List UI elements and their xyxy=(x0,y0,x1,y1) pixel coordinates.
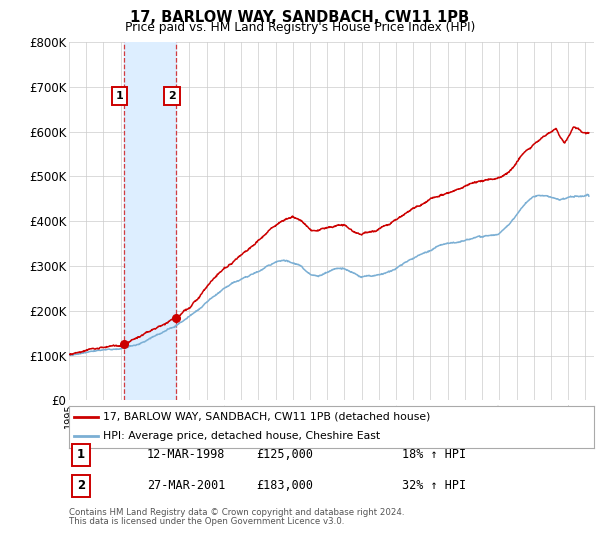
Text: 17, BARLOW WAY, SANDBACH, CW11 1PB: 17, BARLOW WAY, SANDBACH, CW11 1PB xyxy=(130,10,470,25)
Text: 17, BARLOW WAY, SANDBACH, CW11 1PB (detached house): 17, BARLOW WAY, SANDBACH, CW11 1PB (deta… xyxy=(103,412,431,422)
Text: 18% ↑ HPI: 18% ↑ HPI xyxy=(402,448,466,461)
Text: 27-MAR-2001: 27-MAR-2001 xyxy=(147,479,226,492)
Text: HPI: Average price, detached house, Cheshire East: HPI: Average price, detached house, Ches… xyxy=(103,431,380,441)
Text: £183,000: £183,000 xyxy=(257,479,314,492)
Text: 32% ↑ HPI: 32% ↑ HPI xyxy=(402,479,466,492)
Text: Contains HM Land Registry data © Crown copyright and database right 2024.: Contains HM Land Registry data © Crown c… xyxy=(69,508,404,517)
Text: 12-MAR-1998: 12-MAR-1998 xyxy=(147,448,226,461)
Text: 1: 1 xyxy=(116,91,124,101)
Text: 1: 1 xyxy=(77,448,85,461)
Text: 2: 2 xyxy=(77,479,85,492)
Text: 2: 2 xyxy=(168,91,176,101)
Text: £125,000: £125,000 xyxy=(257,448,314,461)
Text: This data is licensed under the Open Government Licence v3.0.: This data is licensed under the Open Gov… xyxy=(69,517,344,526)
Text: Price paid vs. HM Land Registry's House Price Index (HPI): Price paid vs. HM Land Registry's House … xyxy=(125,21,475,34)
Bar xyxy=(124,42,176,400)
